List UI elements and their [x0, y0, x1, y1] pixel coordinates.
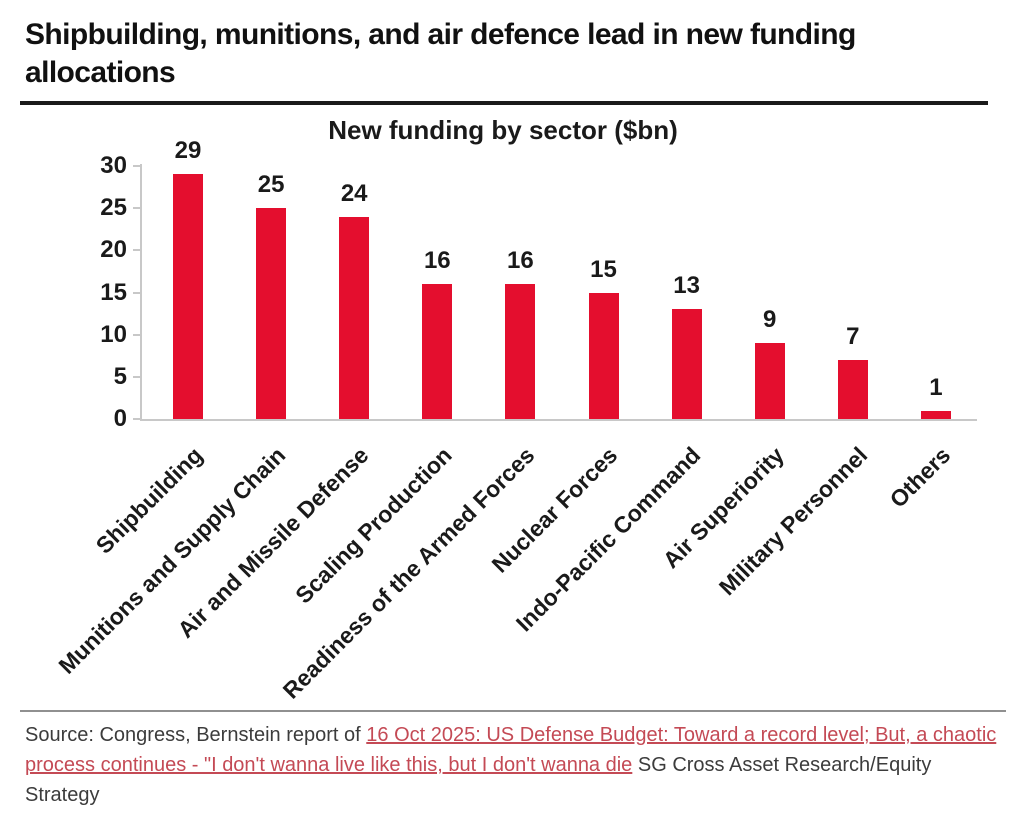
y-axis-tick-label: 20 [100, 236, 127, 264]
y-axis-tick-label: 5 [113, 362, 127, 390]
bar-value-label: 16 [507, 247, 534, 275]
bar [505, 284, 536, 419]
x-axis-label: Scaling Production [289, 441, 457, 609]
y-axis-tick-label: 0 [113, 405, 127, 432]
y-axis-tick [133, 207, 140, 210]
y-axis-tick [133, 165, 140, 167]
bar [920, 410, 951, 419]
bar [173, 174, 203, 419]
y-axis-line [140, 164, 142, 421]
bar [588, 292, 619, 419]
y-axis-tick [133, 249, 140, 252]
y-axis-tick [133, 375, 140, 378]
y-axis-tick [133, 333, 140, 336]
y-axis-tick-label: 25 [100, 194, 127, 222]
y-axis-tick-label: 30 [100, 152, 127, 179]
bar [339, 216, 370, 419]
source-prefix-text: Source: Congress, Bernstein report of [25, 724, 367, 746]
x-axis-label: Others [884, 441, 956, 513]
bar [754, 343, 785, 419]
chart-title: New funding by sector ($bn) [328, 115, 678, 145]
y-axis-tick [133, 291, 140, 294]
title-divider [20, 101, 988, 105]
y-axis-tick [133, 418, 140, 420]
footer-divider [20, 710, 1006, 712]
bar [422, 284, 453, 419]
bar [837, 359, 868, 419]
x-axis-label: Military Personnel [713, 441, 872, 601]
bar-value-label: 15 [590, 255, 617, 283]
bar [256, 208, 287, 419]
page-title: Shipbuilding, munitions, and air defence… [25, 18, 856, 89]
bar-value-label: 29 [174, 137, 202, 165]
bar-value-label: 9 [763, 306, 777, 334]
source-suffix-text: SG Cross Asset Research/Equity Strategy [25, 754, 932, 806]
bar-value-label: 1 [929, 373, 943, 401]
y-axis-tick-label: 15 [100, 278, 127, 306]
source-note: Source: Congress, Bernstein report of 16… [25, 720, 1010, 810]
bar-value-label: 16 [423, 247, 451, 275]
source-report-link[interactable]: 16 Oct 2025: US Defense Budget: Toward a… [25, 724, 997, 776]
bar-value-label: 25 [257, 171, 285, 199]
y-axis-tick-label: 10 [100, 320, 127, 348]
bar-value-label: 7 [846, 322, 860, 350]
bar [671, 309, 702, 419]
x-axis-line [140, 419, 977, 421]
bar-value-label: 13 [673, 272, 700, 300]
bar-value-label: 24 [340, 179, 368, 207]
